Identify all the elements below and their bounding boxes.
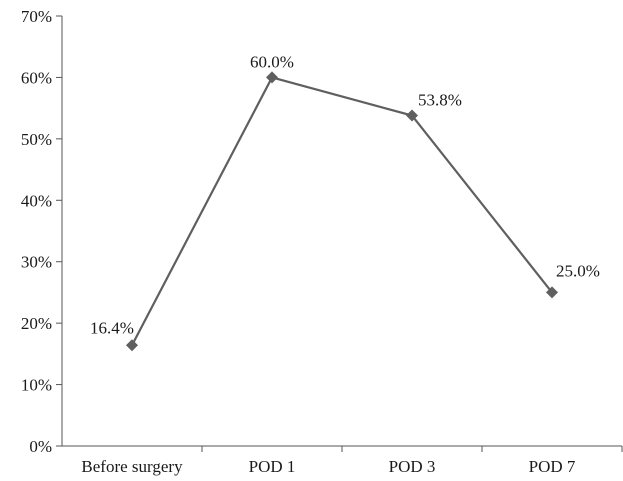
y-tick-label: 10%: [21, 376, 52, 395]
y-tick-label: 30%: [21, 253, 52, 272]
y-tick-label: 0%: [29, 437, 52, 456]
y-tick-label: 70%: [21, 7, 52, 26]
data-point-marker: [406, 109, 418, 122]
x-tick-label: POD 7: [529, 457, 576, 476]
series-line: [131, 76, 553, 346]
x-tick-label: POD 1: [249, 457, 296, 476]
data-point-marker: [266, 71, 278, 84]
data-point-marker: [546, 286, 558, 299]
y-axis-ticks: 0% 10% 20% 30% 40% 50% 60% 70%: [21, 7, 62, 456]
data-label: 25.0%: [556, 261, 600, 280]
series-group: 16.4% 60.0% 53.8% 25.0%: [90, 52, 600, 352]
data-label: 60.0%: [250, 52, 294, 71]
y-tick-label: 50%: [21, 130, 52, 149]
y-tick-label: 40%: [21, 191, 52, 210]
y-tick-label: 60%: [21, 68, 52, 87]
x-tick-label: Before surgery: [81, 457, 183, 476]
data-label: 16.4%: [90, 318, 134, 337]
x-axis-ticks: Before surgery POD 1 POD 3 POD 7: [81, 446, 623, 476]
y-tick-label: 20%: [21, 314, 52, 333]
data-label: 53.8%: [418, 91, 462, 110]
data-point-marker: [126, 339, 138, 352]
x-tick-label: POD 3: [389, 457, 436, 476]
